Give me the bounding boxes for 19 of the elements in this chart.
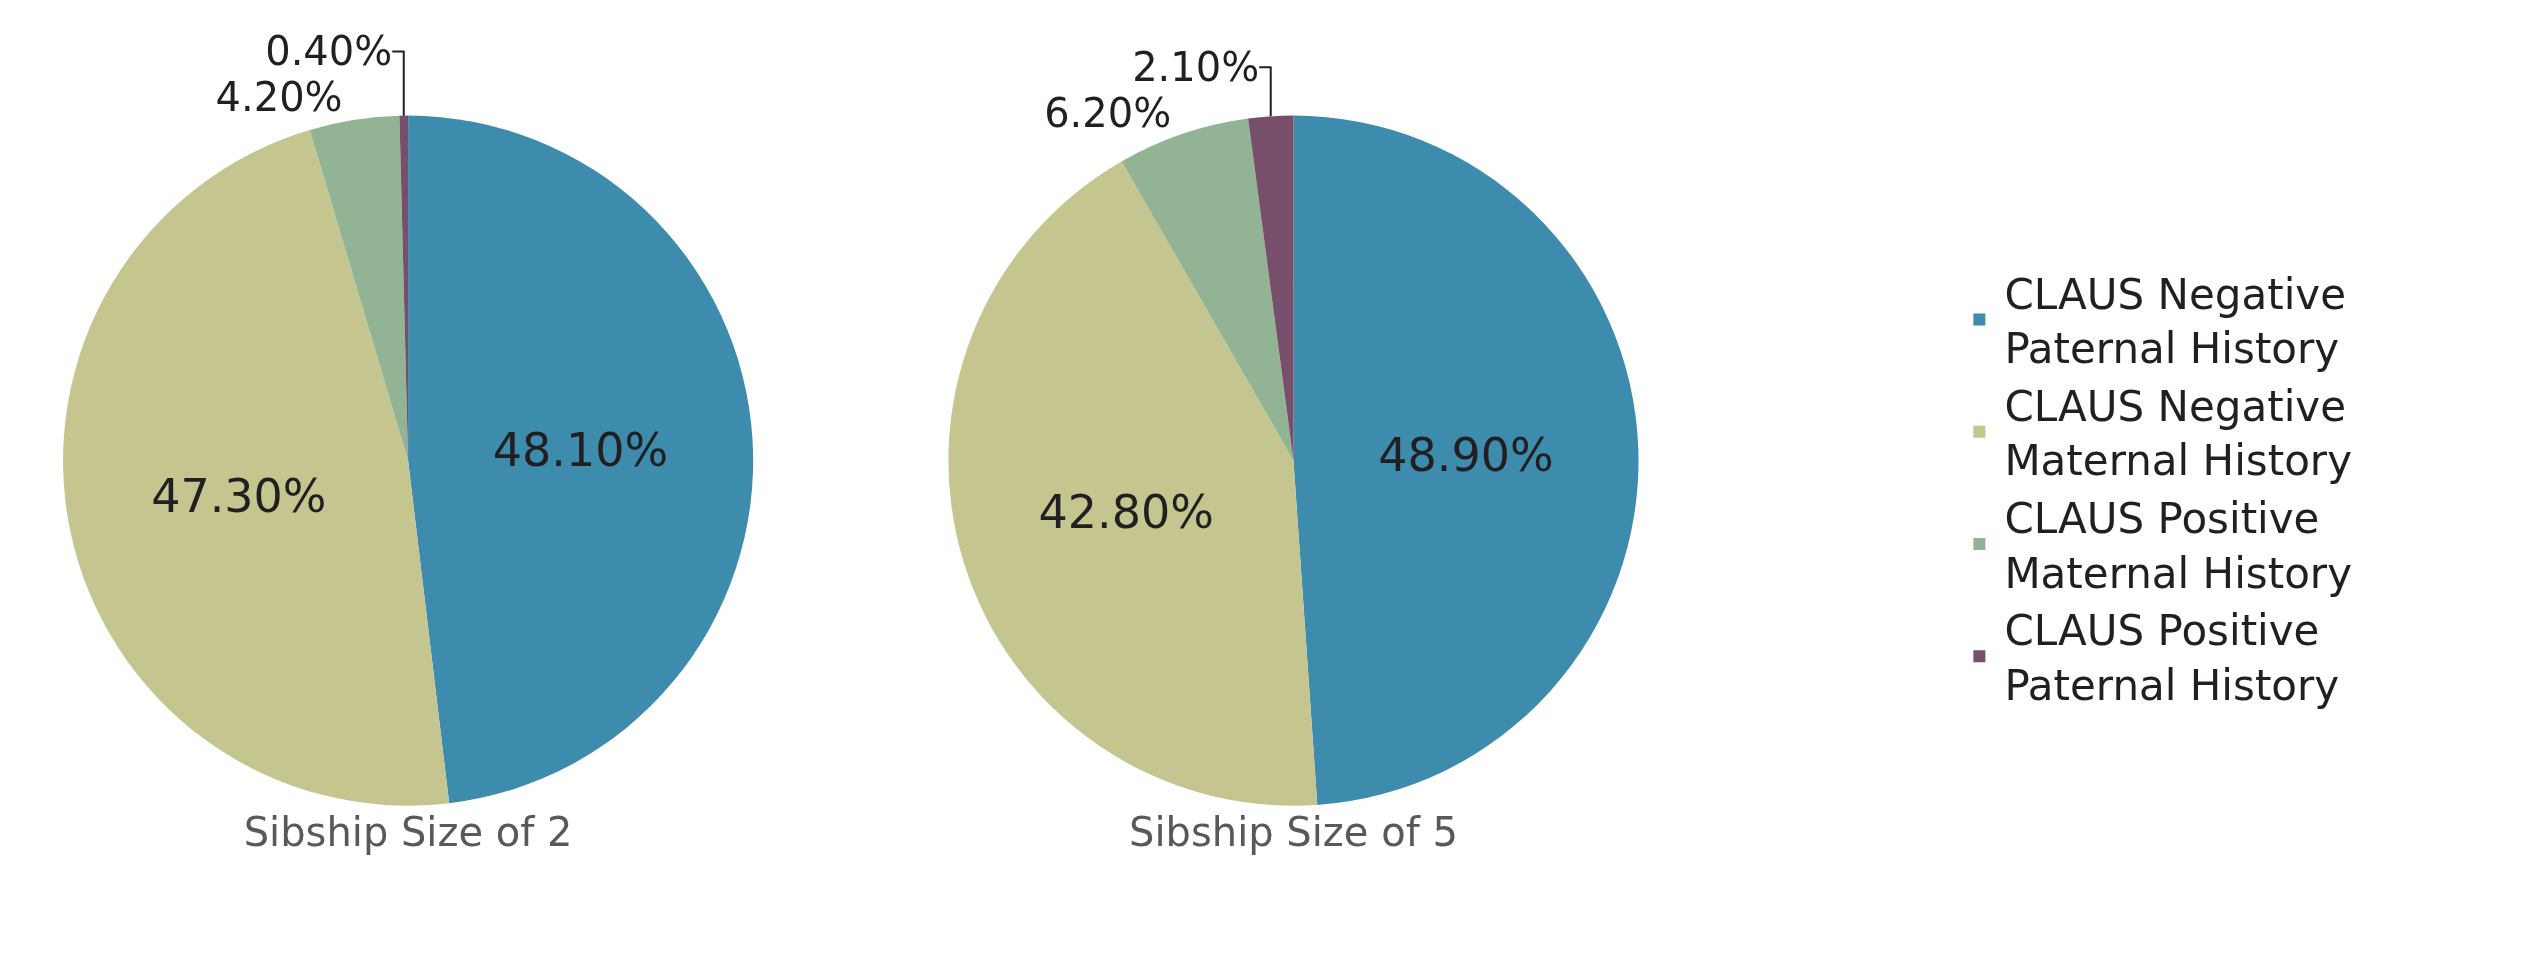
text: Sibship Size of 5 — [1129, 808, 1458, 855]
pie-slice — [63, 129, 450, 806]
legend-label: CLAUS Positive Maternal History — [2004, 494, 2352, 598]
pie-slice — [309, 115, 409, 461]
pie-slice — [408, 115, 753, 804]
pie-slice — [948, 161, 1318, 806]
data-label: 6.20% — [1044, 90, 1172, 137]
data-label: 2.10% — [1132, 44, 1260, 91]
data-label: 48.90% — [1378, 427, 1554, 482]
data-label: 48.10% — [492, 423, 669, 478]
data-label: 4.20% — [215, 74, 343, 121]
data-label: 47.30% — [151, 468, 327, 523]
data-label: 0.40% — [265, 28, 393, 75]
text: Sibship Size of 2 — [243, 808, 573, 855]
legend-label: CLAUS Positive Paternal History — [2004, 606, 2340, 710]
pie-slice — [1293, 115, 1639, 805]
legend-label: CLAUS Negative Paternal History — [2004, 269, 2347, 374]
data-label: 42.80% — [1038, 484, 1214, 539]
legend-label: CLAUS Negative Maternal History — [2004, 381, 2352, 486]
